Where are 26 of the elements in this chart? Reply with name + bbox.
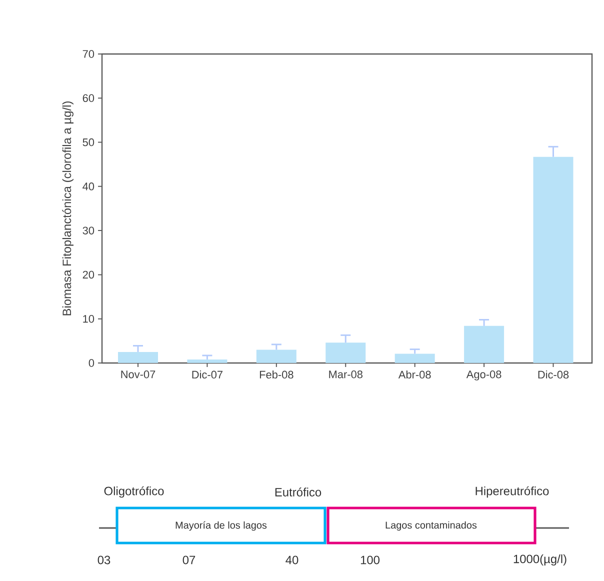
x-tick-label: Dic-08 <box>538 370 569 379</box>
x-tick-label: Mar-08 <box>329 370 362 378</box>
text: 100 <box>360 556 380 564</box>
y-tick-label: 10 <box>83 314 94 323</box>
y-tick-label: 20 <box>82 270 94 279</box>
text: Lagos contaminados <box>386 521 477 531</box>
text: 03 <box>98 556 110 564</box>
text: Oligotrófico <box>104 486 164 498</box>
y-tick-label: 70 <box>82 50 94 58</box>
x-tick-label: Nov-07 <box>121 370 156 378</box>
y-tick-label: 30 <box>82 226 94 234</box>
text: 07 <box>182 556 196 564</box>
y-tick-label: 60 <box>82 94 94 102</box>
text: 40 <box>286 556 298 564</box>
x-tick-label: Feb-08 <box>260 370 294 379</box>
y-tick-label: 50 <box>82 138 94 146</box>
x-tick-label: Dic-07 <box>192 370 222 379</box>
text: Eutrófico <box>275 488 322 496</box>
y-tick-label: 40 <box>82 182 94 190</box>
x-tick-label: Ago-08 <box>466 370 502 380</box>
text: Hipereutrófico <box>476 486 549 498</box>
y-axis-title: Biomasa Fitoplanctónica (clorofila a µg/l) <box>62 102 74 316</box>
x-tick-label: Abr-08 <box>398 370 431 379</box>
y-tick-label: 0 <box>88 359 94 367</box>
text: 1000(µg/l) <box>514 554 566 566</box>
text: Mayoría de los lagos <box>176 521 267 531</box>
